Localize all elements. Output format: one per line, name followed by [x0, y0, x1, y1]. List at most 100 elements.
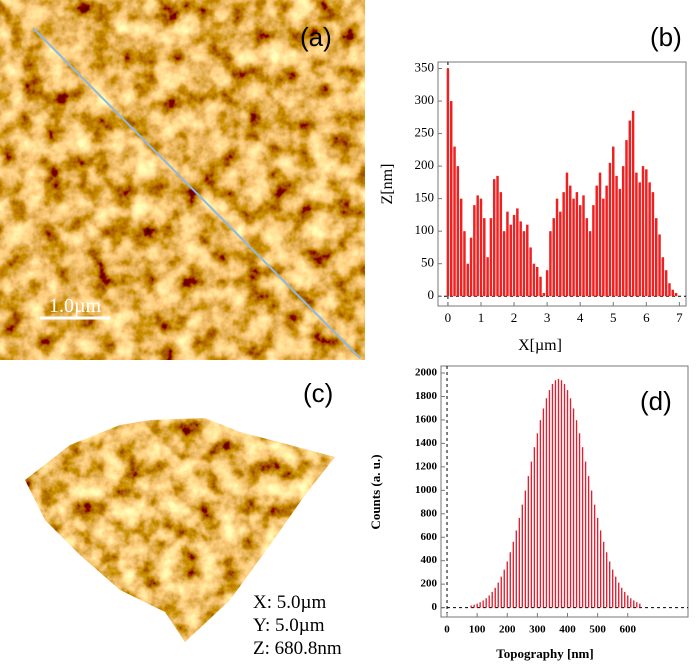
- bar: [557, 378, 560, 608]
- bar: [527, 476, 530, 608]
- bar: [618, 188, 622, 297]
- bar: [628, 120, 632, 297]
- bar: [500, 576, 502, 608]
- bar: [612, 569, 614, 608]
- bar: [596, 517, 599, 608]
- bar: [658, 234, 661, 297]
- bar: [651, 192, 655, 297]
- bar: [491, 591, 493, 608]
- bar: [532, 263, 536, 297]
- bar: [542, 292, 546, 297]
- bar: [602, 541, 605, 608]
- x-tick-label: 200: [499, 624, 516, 636]
- bar: [621, 166, 625, 297]
- bar: [645, 169, 648, 297]
- bar: [515, 530, 517, 608]
- bar: [565, 172, 569, 297]
- bar: [483, 218, 486, 297]
- bar: [521, 504, 524, 608]
- bar: [479, 198, 483, 297]
- x-tick-label: 7: [676, 310, 683, 325]
- bar: [466, 263, 469, 297]
- bar: [509, 224, 512, 297]
- profile-line: [32, 27, 361, 359]
- y-tick-label: 1200: [415, 460, 438, 472]
- y-tick-label: 2000: [415, 367, 438, 379]
- bar: [529, 247, 532, 297]
- bar: [587, 476, 590, 608]
- y-tick-label: 800: [421, 507, 438, 519]
- bar: [668, 283, 671, 297]
- bar: [639, 603, 641, 608]
- bar: [630, 598, 632, 608]
- y-tick-label: 350: [415, 59, 435, 74]
- bar: [592, 205, 595, 297]
- bar: [602, 198, 605, 297]
- bar: [524, 490, 527, 608]
- x-tick-label: 100: [469, 624, 486, 636]
- x-tick-label: 400: [559, 624, 576, 636]
- bar: [551, 383, 554, 608]
- bar: [492, 179, 496, 297]
- y-tick-label: 0: [428, 287, 435, 302]
- bar: [554, 380, 557, 608]
- afm-3d-image: [25, 418, 335, 642]
- bar: [569, 185, 572, 297]
- bar: [578, 433, 581, 608]
- bar: [509, 552, 511, 608]
- bar: [530, 461, 533, 608]
- bar: [578, 205, 582, 297]
- bar: [593, 504, 596, 608]
- y-tick-label: 250: [415, 125, 435, 140]
- bar: [506, 211, 509, 297]
- y-tick-label: 1400: [415, 437, 438, 449]
- x-tick-label: 0: [444, 624, 450, 636]
- bar: [502, 231, 506, 297]
- bar: [456, 166, 460, 297]
- bar: [595, 185, 598, 297]
- y-axis-label: Z[nm]: [379, 164, 396, 205]
- bar: [615, 576, 617, 608]
- x-tick-label: 500: [589, 624, 606, 636]
- bar: [469, 237, 473, 297]
- panel-label: (c): [303, 378, 333, 408]
- y-tick-label: 1800: [415, 390, 438, 402]
- y-tick-label: 150: [415, 190, 435, 205]
- bar: [635, 172, 638, 297]
- panel-label: (b): [650, 22, 682, 52]
- bar: [674, 292, 678, 297]
- bar: [633, 600, 635, 608]
- y-tick-label: 200: [415, 157, 435, 172]
- bar: [449, 101, 453, 297]
- y-axis-label: Counts (a. u.): [368, 454, 383, 529]
- scale-bar-label: 1.0µm: [49, 295, 102, 317]
- bar: [569, 398, 572, 608]
- bar: [562, 192, 565, 297]
- bar: [599, 530, 602, 608]
- bar: [588, 231, 592, 297]
- bar: [671, 289, 675, 297]
- y-tick-label: 600: [421, 531, 438, 543]
- y-tick-label: 0: [432, 601, 438, 613]
- panel-label: (d): [640, 386, 672, 416]
- bar: [453, 146, 456, 297]
- x-tick-label: 600: [620, 624, 637, 636]
- bar: [545, 270, 549, 297]
- bar: [559, 211, 562, 297]
- plot-frame: [440, 365, 689, 618]
- bar: [542, 408, 545, 608]
- bar: [590, 490, 593, 608]
- bar: [476, 603, 478, 608]
- x-tick-label: 2: [511, 310, 518, 325]
- bar: [496, 175, 499, 297]
- bar: [627, 595, 629, 608]
- bar: [536, 433, 539, 608]
- bar: [486, 257, 489, 297]
- bar: [618, 582, 620, 608]
- bar: [535, 266, 539, 297]
- bar: [572, 408, 575, 608]
- bar: [664, 270, 668, 297]
- bar: [516, 208, 519, 297]
- bar: [446, 68, 450, 297]
- y-tick-label: 100: [415, 222, 435, 237]
